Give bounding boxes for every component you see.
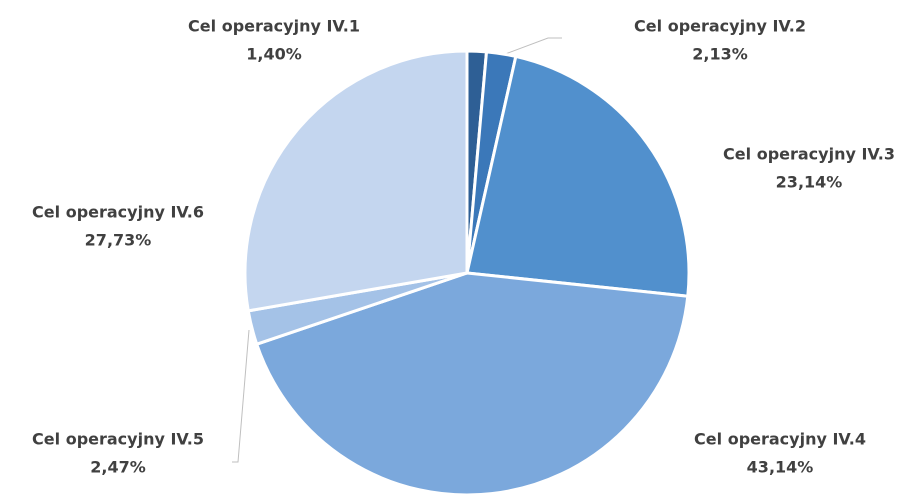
slice-value-label: 23,14% <box>776 173 843 192</box>
slice-label: Cel operacyjny IV.3 <box>723 145 895 164</box>
slice-label: Cel operacyjny IV.6 <box>32 203 204 222</box>
slice-value-label: 2,47% <box>90 458 146 477</box>
leader-line <box>232 329 250 463</box>
slice-value-label: 2,13% <box>692 45 748 64</box>
slice-value-label: 27,73% <box>85 231 152 250</box>
slice-value-label: 43,14% <box>747 458 814 477</box>
pie-slice <box>243 49 469 313</box>
slice-label: Cel operacyjny IV.1 <box>188 17 360 36</box>
leader-line <box>499 37 562 57</box>
pie-slice <box>465 54 691 298</box>
slice-label: Cel operacyjny IV.4 <box>694 430 866 449</box>
slice-value-label: 1,40% <box>246 45 302 64</box>
slice-label: Cel operacyjny IV.5 <box>32 430 204 449</box>
slice-label: Cel operacyjny IV.2 <box>634 17 806 36</box>
